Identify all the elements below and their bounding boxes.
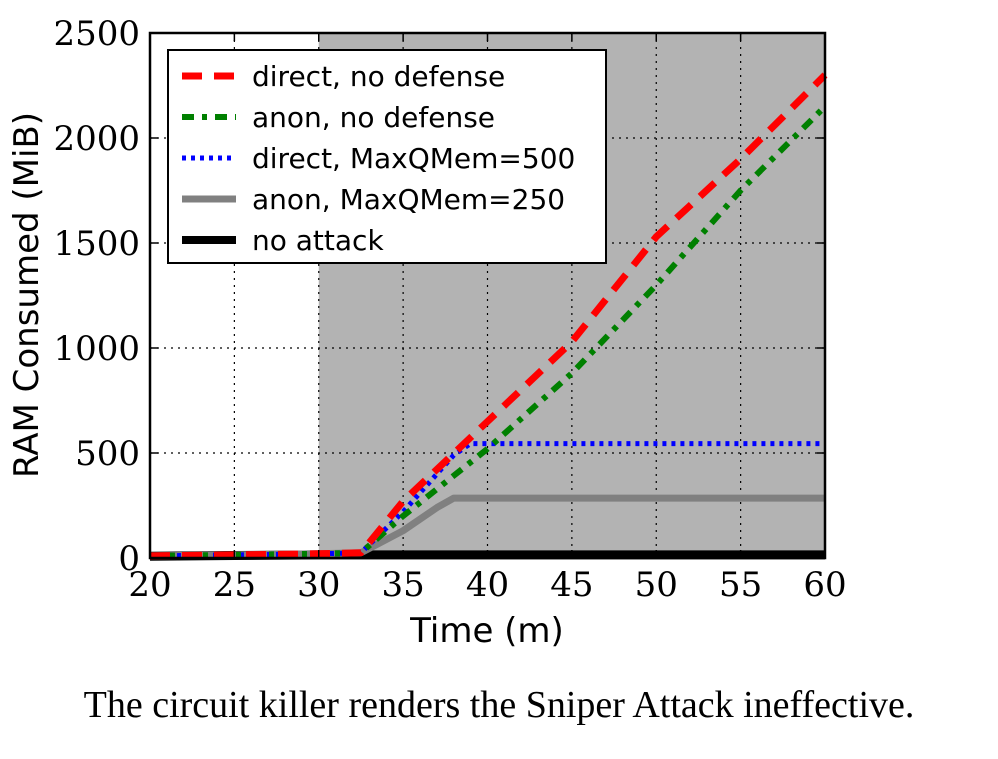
x-tick-label: 30 [297, 565, 340, 605]
legend-label: direct, MaxQMem=500 [252, 142, 575, 175]
x-tick-label: 55 [719, 565, 762, 605]
x-tick-label: 25 [213, 565, 256, 605]
x-axis-label: Time (m) [409, 611, 564, 651]
y-tick-label: 2000 [53, 119, 140, 159]
legend-label: anon, no defense [252, 101, 495, 134]
legend-label: no attack [252, 224, 384, 257]
legend: direct, no defense anon, no defense direct… [167, 49, 607, 264]
x-tick-label: 50 [635, 565, 678, 605]
series-line-direct-no-defense [149, 72, 828, 560]
legend-label: direct, no defense [252, 60, 505, 93]
x-tick-label: 40 [466, 565, 509, 605]
series-line-direct-maxqmem-500 [149, 441, 825, 559]
y-tick-label: 2500 [53, 14, 140, 54]
x-tick-label: 35 [381, 565, 424, 605]
x-tick-label: 60 [803, 565, 846, 605]
series-line-anon-no-defense [149, 104, 828, 559]
y-tick-label: 1500 [53, 224, 140, 264]
x-tick-label: 20 [128, 565, 171, 605]
chart: 20 25 30 35 40 45 50 55 60 0 500 1000 1500 2000 2500 T… [7, 14, 847, 651]
y-axis-label: RAM Consumed (MiB) [7, 112, 47, 478]
y-tick-label: 500 [75, 434, 140, 474]
figure-caption: The circuit killer renders the Sniper At… [83, 684, 915, 726]
legend-box [167, 49, 607, 264]
x-tick-label: 45 [550, 565, 593, 605]
legend-label: anon, MaxQMem=250 [252, 183, 565, 216]
tick-layer: 20 25 30 35 40 45 50 55 60 0 500 1000 1500 2000 2500 [53, 14, 846, 605]
y-tick-label: 0 [118, 539, 140, 579]
y-tick-label: 1000 [53, 329, 140, 369]
